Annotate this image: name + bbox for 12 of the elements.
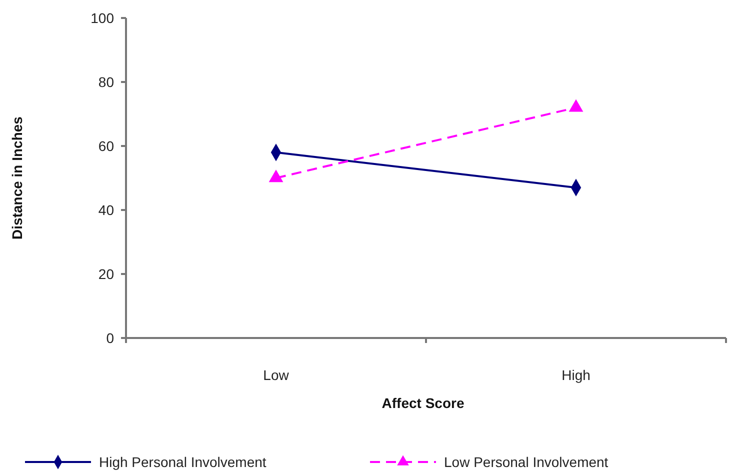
x-axis-title: Affect Score bbox=[382, 395, 464, 411]
y-axis-title: Distance in Inches bbox=[9, 116, 25, 240]
x-tick-label: High bbox=[562, 367, 590, 383]
legend-label: Low Personal Involvement bbox=[444, 454, 608, 470]
legend-label: High Personal Involvement bbox=[99, 454, 266, 470]
y-tick-label: 100 bbox=[90, 10, 114, 26]
y-tick-label: 60 bbox=[98, 138, 114, 154]
y-tick-label: 20 bbox=[98, 266, 114, 282]
x-tick-label: Low bbox=[263, 367, 290, 383]
y-tick-label: 80 bbox=[98, 74, 114, 90]
y-tick-label: 0 bbox=[106, 330, 114, 346]
y-tick-label: 40 bbox=[98, 202, 114, 218]
